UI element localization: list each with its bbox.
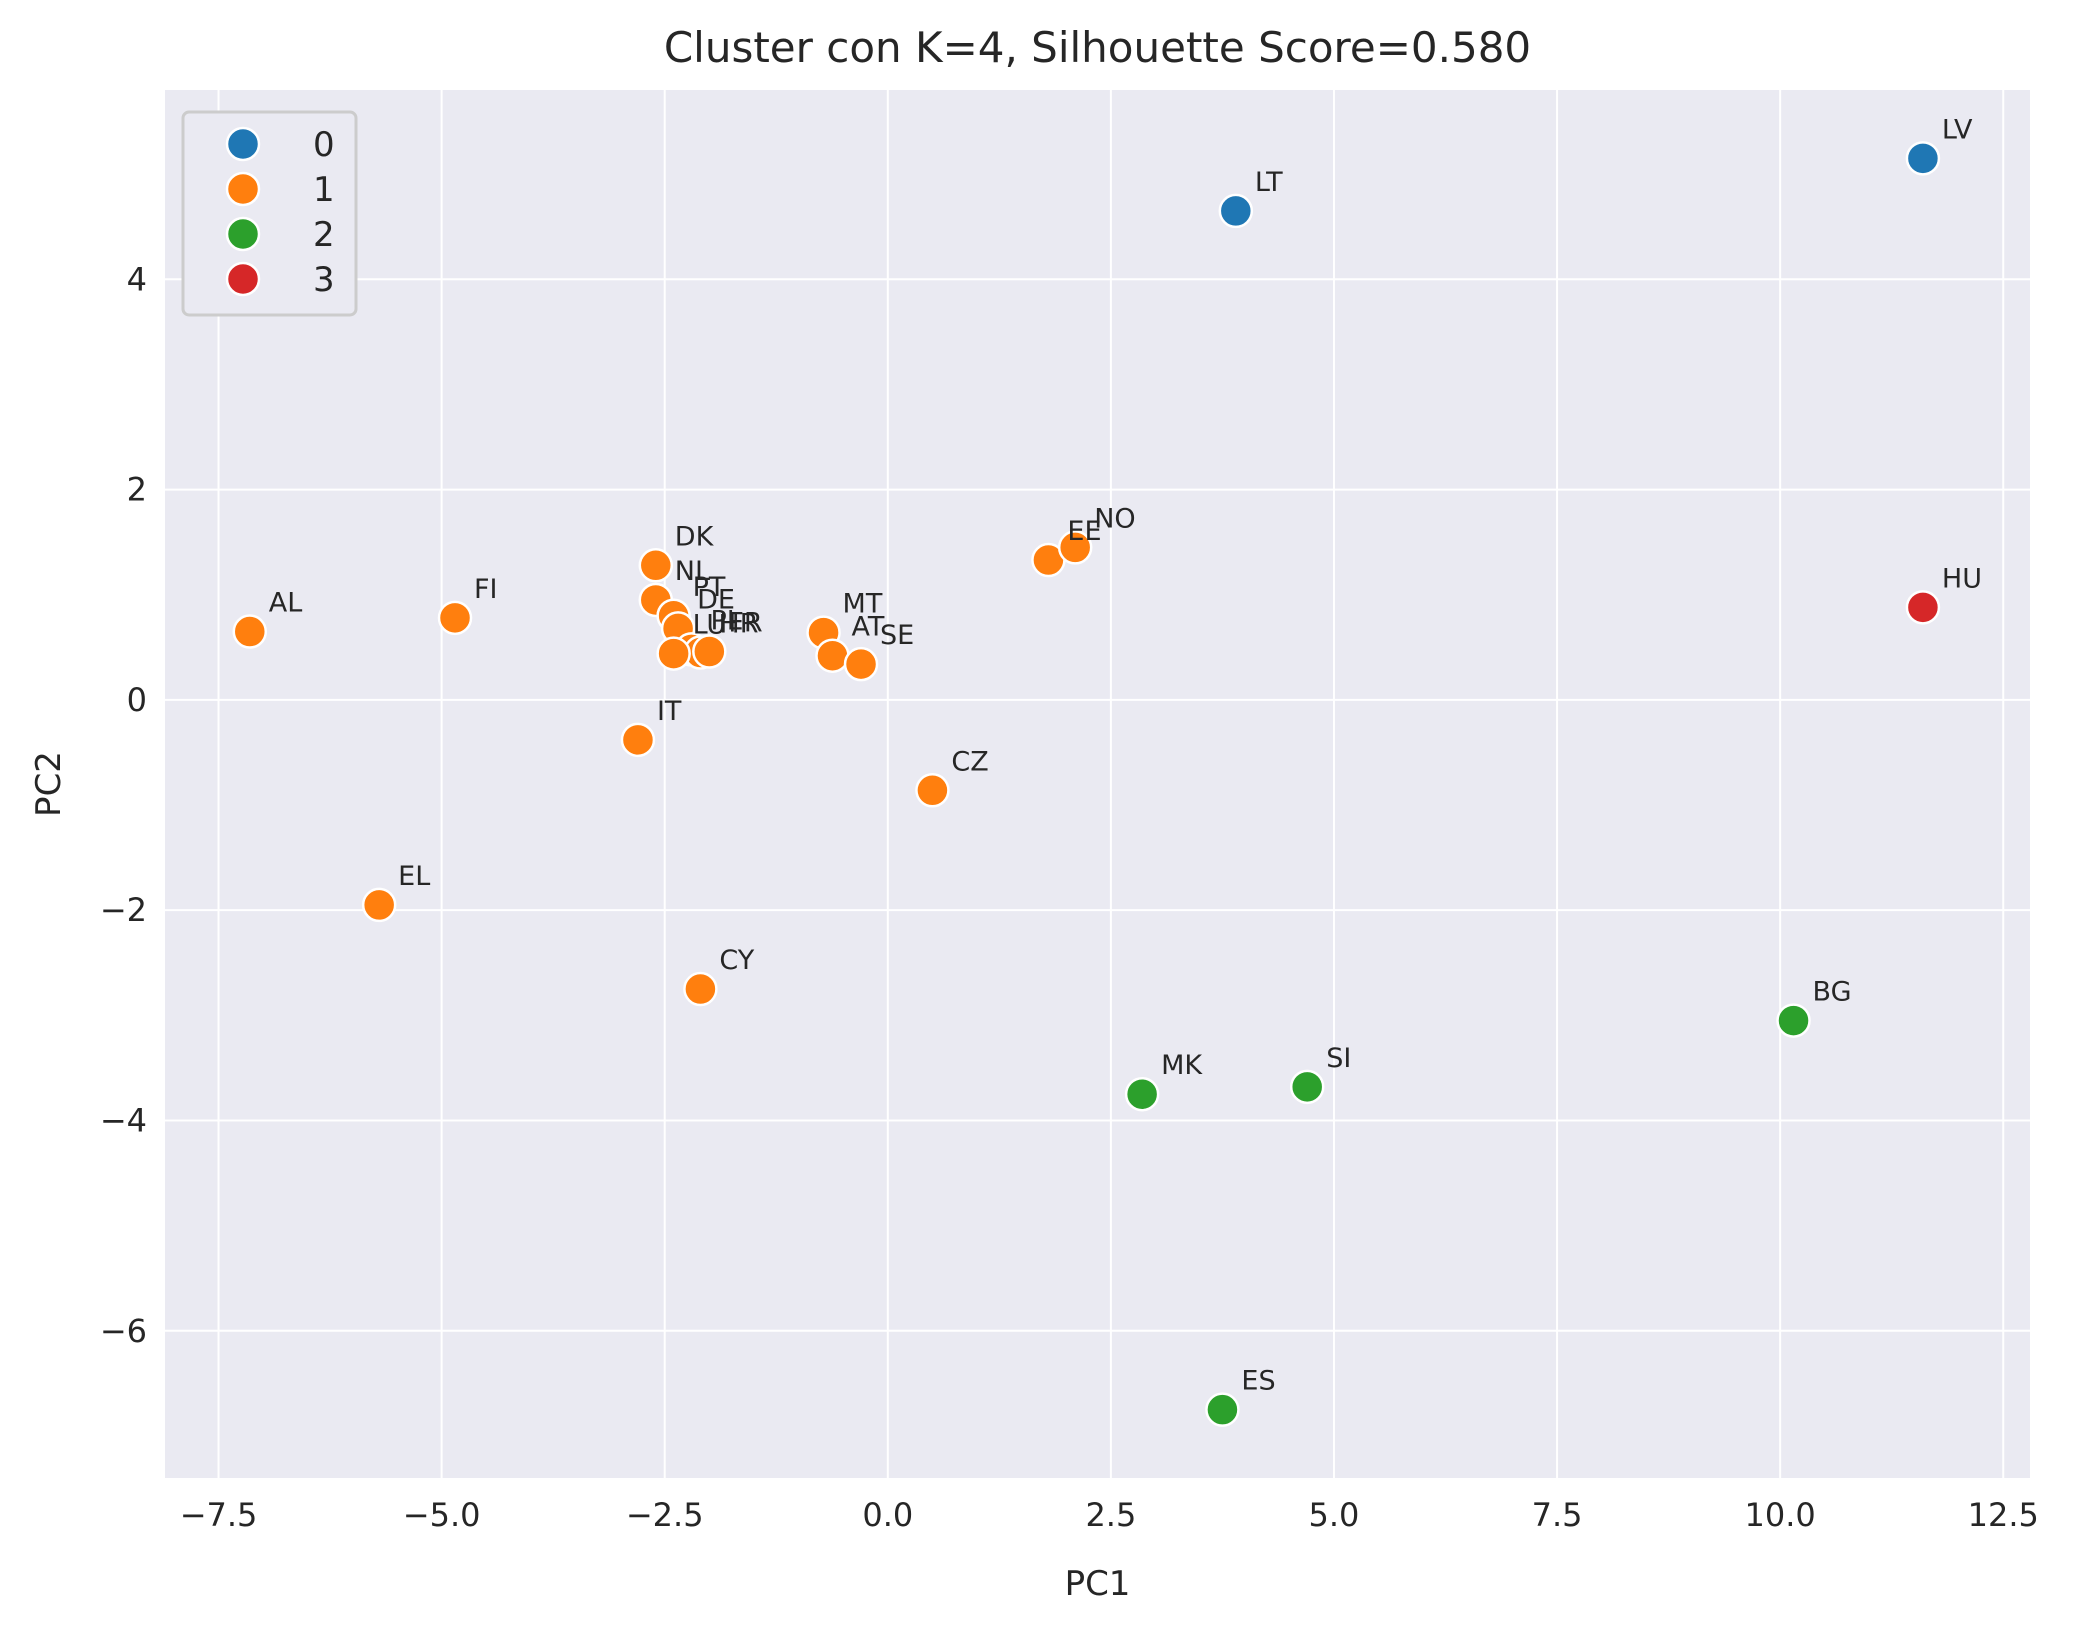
data-point-fi [437,600,473,636]
grid-lines [165,90,2030,1478]
point-label-lu: LU [693,610,726,641]
legend-marker-1 [225,171,261,207]
legend-box [181,110,358,317]
point-label-it: IT [657,696,682,727]
legend-label-1: 1 [313,170,335,210]
x-tick-label: −5.0 [403,1496,481,1534]
x-tick-label: −7.5 [180,1496,258,1534]
x-tick-label: 5.0 [1309,1496,1360,1534]
point-label-cz: CZ [951,746,988,777]
point-label-lv: LV [1942,114,1973,145]
point-label-bg: BG [1813,977,1852,1008]
y-axis-label: PC2 [29,751,69,817]
legend-marker-2 [225,216,261,252]
y-tick-label: 2 [127,471,147,509]
point-label-se: SE [880,620,914,651]
point-label-hr: HR [719,609,758,640]
point-label-mt: MT [843,589,883,620]
y-tick-label: −2 [100,891,147,929]
data-point-lt [1218,193,1254,229]
data-point-si [1289,1069,1325,1105]
point-label-no: NO [1094,503,1135,534]
x-tick-label: 10.0 [1745,1496,1816,1534]
legend-marker-0 [225,126,261,162]
axis-ticks: −7.5 −5.0 −2.5 0.0 2.5 5.0 7.5 10.0 12.5 −6 −4 −2 0 2… [100,260,2039,1534]
point-label-es: ES [1241,1366,1275,1397]
y-tick-label: −6 [100,1312,147,1350]
data-points [232,141,1941,1427]
x-tick-label: 0.0 [862,1496,913,1534]
point-label-ee: EE [1067,516,1101,547]
data-point-el [361,887,397,923]
legend-label-3: 3 [313,260,335,300]
point-label-hu: HU [1942,563,1982,594]
data-point-es [1205,1392,1240,1427]
plot-area [165,90,2030,1478]
data-point-cy [683,971,718,1007]
data-point-at [815,638,850,673]
data-point-fr [692,634,727,669]
data-point-cz [915,773,950,808]
data-point-se [843,646,879,682]
point-label-pl: PL [710,605,741,636]
data-point-hu [1905,590,1941,625]
data-point-lu [656,636,691,671]
legend: 0 1 2 3 [181,110,358,317]
x-tick-label: 7.5 [1532,1496,1583,1534]
point-label-pt: PT [693,572,726,603]
legend-label-0: 0 [313,125,335,165]
point-label-nl: NL [675,556,710,587]
point-label-lt: LT [1255,167,1283,198]
y-tick-label: 0 [127,681,147,719]
chart-title: Cluster con K=4, Silhouette Score=0.580 [664,23,1531,72]
x-tick-label: 12.5 [1968,1496,2039,1534]
data-point-lv [1905,141,1941,176]
data-point-no [1057,530,1093,565]
point-label-cy: CY [719,945,754,976]
point-label-fi: FI [474,574,498,605]
point-label-at: AT [851,612,884,643]
point-label-el: EL [398,861,430,892]
point-label-fr: FR [728,608,762,639]
point-label-mk: MK [1161,1050,1203,1081]
data-point-mk [1124,1076,1160,1112]
point-label-al: AL [269,588,303,619]
legend-label-2: 2 [313,215,335,255]
point-label-dk: DK [675,521,715,552]
data-point-bg [1776,1003,1811,1038]
legend-marker-3 [225,261,261,297]
y-tick-label: 4 [127,260,147,298]
x-axis-label: PC1 [1065,1564,1131,1604]
x-tick-label: −2.5 [626,1496,704,1534]
y-tick-label: −4 [100,1101,147,1139]
point-label-si: SI [1326,1043,1351,1074]
point-label-de: DE [697,584,735,615]
x-tick-label: 2.5 [1085,1496,1136,1534]
data-point-it [620,722,656,758]
data-point-dk [638,548,674,583]
data-point-al [232,614,268,649]
